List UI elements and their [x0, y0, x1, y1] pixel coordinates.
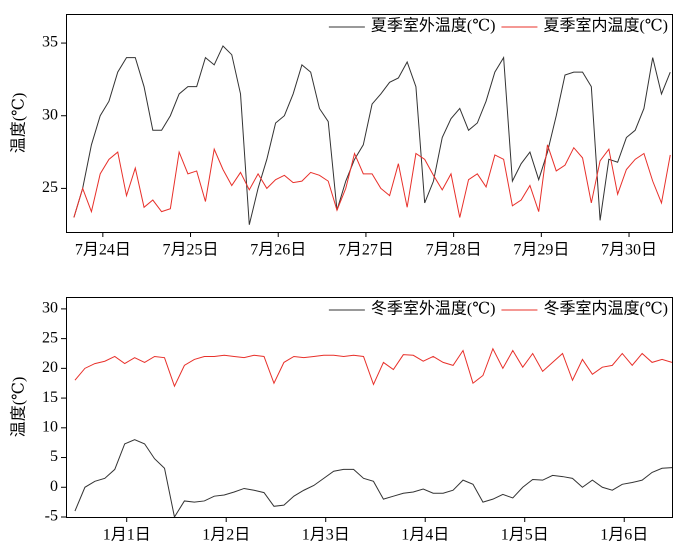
- x-tick-label: 1月3日: [302, 527, 350, 544]
- x-tick-label: 7月30日: [601, 242, 657, 259]
- legend-label: 冬季室外温度(℃): [371, 300, 496, 318]
- y-axis-label: 温度(℃): [10, 377, 28, 438]
- x-tick-label: 1月5日: [501, 527, 549, 544]
- y-tick-label: 30: [42, 106, 58, 123]
- plot-frame: [66, 14, 673, 233]
- x-tick-label: 7月27日: [338, 242, 394, 259]
- y-tick-label: 15: [42, 389, 58, 406]
- data-line: [74, 347, 672, 388]
- x-tick-label: 7月29日: [513, 242, 569, 259]
- y-tick-label: 20: [42, 359, 58, 376]
- legend-label: 冬季室内温度(℃): [543, 300, 668, 318]
- x-tick-label: 1月6日: [600, 527, 648, 544]
- data-line: [74, 439, 672, 517]
- x-tick-label: 7月28日: [426, 242, 482, 259]
- plot-area: [73, 45, 671, 225]
- data-line: [73, 45, 671, 225]
- y-tick-label: 25: [42, 329, 58, 346]
- y-axis-label: 温度(℃): [10, 93, 28, 154]
- x-tick-label: 7月24日: [75, 242, 131, 259]
- legend-label: 夏季室内温度(℃): [543, 17, 668, 35]
- data-line: [73, 144, 671, 218]
- legend-label: 夏季室外温度(℃): [371, 17, 496, 35]
- x-tick-label: 1月4日: [401, 527, 449, 544]
- y-tick-label: 25: [42, 179, 58, 196]
- plot-area: [74, 347, 672, 517]
- y-tick-label: 10: [42, 418, 58, 435]
- plot-frame: [66, 297, 673, 518]
- y-tick-label: 30: [42, 300, 58, 317]
- x-tick-label: 7月26日: [250, 242, 306, 259]
- x-tick-label: 7月25日: [163, 242, 219, 259]
- y-tick-label: 0: [50, 478, 58, 495]
- y-tick-label: -5: [45, 508, 58, 525]
- y-tick-label: 5: [50, 448, 58, 465]
- x-tick-label: 1月1日: [103, 527, 151, 544]
- y-tick-label: 35: [42, 34, 58, 51]
- x-tick-label: 1月2日: [202, 527, 250, 544]
